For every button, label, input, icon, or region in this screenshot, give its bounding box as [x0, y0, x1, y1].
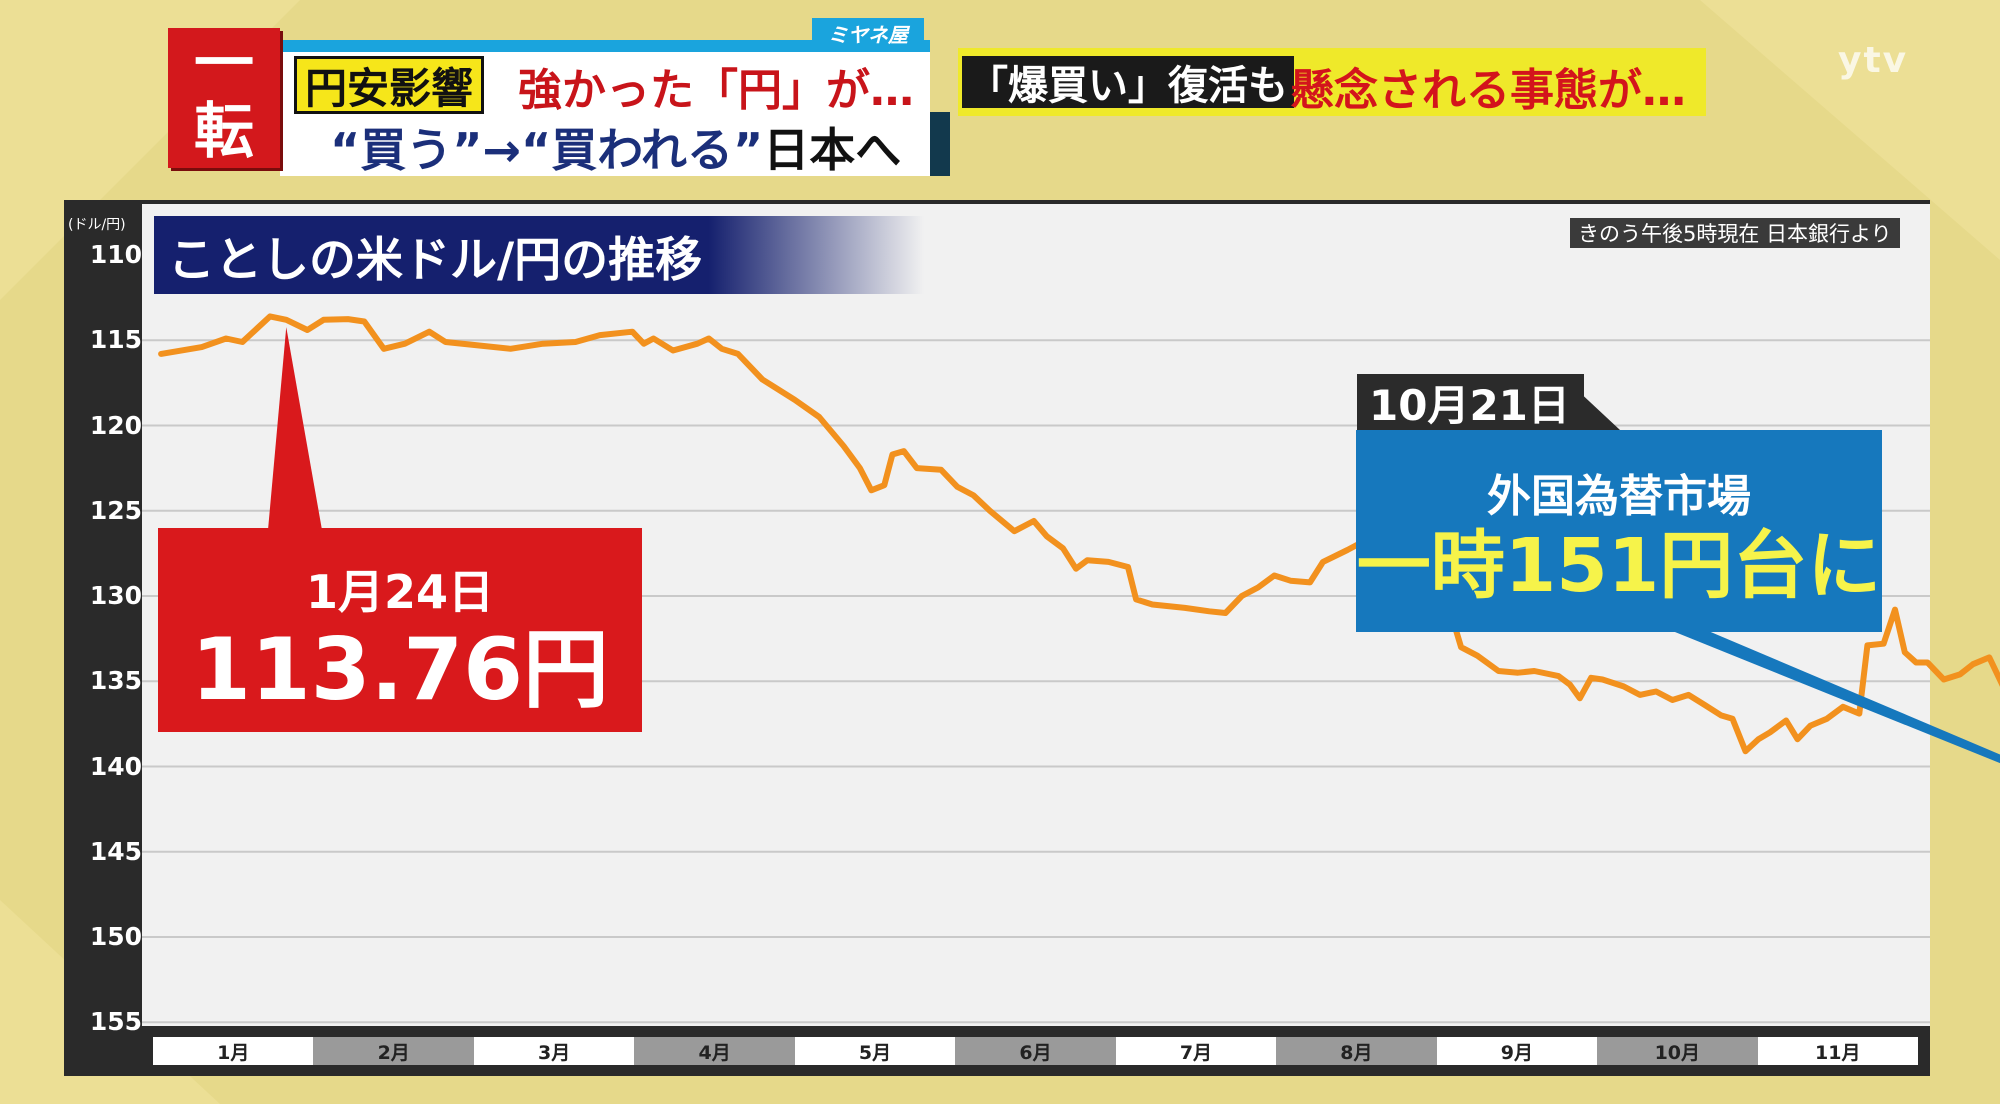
x-tick-label: 7月 [1115, 1037, 1277, 1065]
callout-jan24-value: 113.76円 [191, 620, 609, 720]
badge-line1: 一 [194, 29, 254, 99]
x-tick-label: 5月 [794, 1037, 956, 1065]
subheadline-red: 懸念される事態が… [1290, 65, 1686, 116]
callout-jan24-pointer [268, 327, 322, 530]
y-axis-unit: (ドル/円) [68, 217, 126, 233]
channel-logo: ytv [1838, 40, 1909, 81]
series-line [158, 313, 2000, 755]
header-accent-bar [930, 112, 950, 176]
callout-jan24-date: 1月24日 [305, 565, 495, 619]
callout-oct21-line1: 外国為替市場 [1487, 471, 1751, 522]
y-tick-label: 135 [89, 666, 142, 696]
x-tick-label: 11月 [1757, 1037, 1918, 1065]
headline-2: “買う”→“買われる”日本へ [330, 114, 901, 180]
x-tick-label: 6月 [955, 1037, 1116, 1065]
program-tag: ミヤネ屋 [812, 18, 924, 48]
y-tick-label: 115 [89, 325, 142, 355]
x-tick-label: 9月 [1436, 1037, 1598, 1065]
y-tick-label: 120 [89, 410, 142, 440]
y-tick-label: 140 [89, 751, 142, 781]
callout-oct21-date: 10月21日 [1357, 374, 1584, 430]
keyword-box: 円安影響 [294, 56, 485, 114]
y-tick-label: 155 [89, 1007, 142, 1037]
chart-title: ことしの米ドル/円の推移 [154, 216, 924, 294]
y-tick-label: 110 [89, 240, 142, 269]
headline-1: 強かった「円」が… [518, 65, 914, 116]
x-tick-label: 8月 [1276, 1037, 1437, 1065]
x-tick-label: 2月 [313, 1037, 474, 1065]
headline-2-main: “買う”→“買われる” [330, 123, 764, 177]
callout-oct21-pointer [1670, 630, 2000, 764]
chart-source: きのう午後5時現在 日本銀行より [1570, 218, 1900, 248]
x-tick-label: 10月 [1597, 1037, 1758, 1065]
y-tick-label: 150 [89, 922, 142, 951]
header-badge: 一 転 [168, 28, 280, 168]
callout-jan24: 1月24日 113.76円 [158, 528, 642, 732]
y-tick-label: 145 [89, 836, 142, 866]
headline-2-tail: 日本へ [763, 123, 902, 177]
x-tick-label: 4月 [634, 1037, 795, 1065]
subheadline-black: 「爆買い」復活も [962, 56, 1294, 109]
badge-line2: 転 [194, 97, 254, 167]
x-tick-label: 1月 [153, 1037, 314, 1065]
y-tick-label: 130 [89, 581, 142, 610]
y-tick-label: 125 [89, 495, 142, 525]
callout-oct21-line2: 一時151円台に [1356, 523, 1882, 609]
x-tick-label: 3月 [473, 1037, 635, 1065]
callout-oct21: 外国為替市場 一時151円台に [1356, 430, 1882, 632]
